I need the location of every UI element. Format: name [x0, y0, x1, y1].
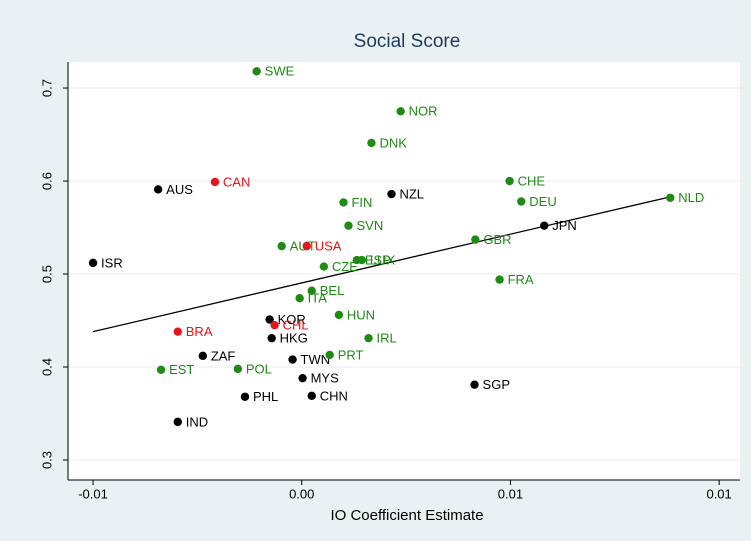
point-label: CZE	[332, 259, 358, 274]
point-label: SGP	[483, 377, 510, 392]
grid	[68, 87, 740, 461]
point-label: SWE	[265, 64, 295, 79]
point-label: FRA	[508, 272, 534, 287]
point-label: KOR	[278, 312, 306, 327]
point-label: ITA	[308, 291, 328, 306]
x-tick-label: 0.01	[706, 486, 731, 501]
point-label: ESP	[365, 253, 391, 268]
point-label: HKG	[280, 331, 308, 346]
x-tick-label: 0.00	[289, 486, 314, 501]
point-label: FIN	[351, 195, 372, 210]
data-point	[517, 197, 526, 206]
point-label: JPN	[552, 218, 577, 233]
point-label: CAN	[223, 174, 250, 189]
data-point	[367, 138, 376, 148]
data-point	[156, 365, 166, 375]
data-point	[295, 294, 304, 303]
point-label: HUN	[347, 307, 375, 322]
data-point	[252, 67, 261, 76]
data-point	[357, 255, 367, 265]
point-label: MYS	[311, 371, 340, 386]
y-tick-label: 0.3	[39, 451, 54, 469]
point-label: NLD	[678, 190, 704, 205]
y-tick-label: 0.5	[39, 265, 54, 283]
data-point	[396, 107, 405, 116]
data-point	[387, 189, 396, 199]
point-label: CHE	[518, 173, 546, 188]
point-label: DNK	[379, 135, 407, 150]
point-label: PHL	[253, 389, 278, 404]
data-point	[540, 221, 549, 230]
plot-area	[68, 62, 740, 480]
data-point	[307, 286, 316, 295]
data-point	[319, 262, 329, 271]
point-label: TWN	[301, 352, 331, 367]
data-point	[210, 177, 220, 187]
point-label: SVN	[356, 218, 383, 233]
y-tick-label: 0.6	[39, 172, 54, 190]
fit-line	[92, 196, 671, 333]
data-point	[495, 275, 504, 284]
point-label: LUX	[370, 253, 396, 268]
data-point	[339, 198, 348, 207]
data-point	[270, 320, 279, 330]
data-point	[88, 258, 98, 268]
point-label: USA	[315, 239, 342, 254]
point-label: DEU	[529, 194, 556, 209]
data-point	[265, 315, 274, 324]
data-point	[471, 235, 480, 244]
data-point	[666, 193, 675, 202]
data-point	[277, 241, 286, 251]
point-label: ISR	[101, 255, 123, 270]
data-point	[505, 176, 514, 186]
point-label: BRA	[186, 324, 213, 339]
data-point	[153, 185, 163, 194]
chart-title: Social Score	[354, 31, 461, 52]
point-label: CHN	[320, 388, 348, 403]
data-point	[470, 380, 479, 389]
data-point	[344, 221, 353, 230]
data-point	[298, 373, 307, 383]
point-label: GBR	[483, 232, 511, 247]
data-point	[288, 355, 297, 364]
point-label: PRT	[338, 347, 364, 362]
x-axis-title: IO Coefficient Estimate	[330, 507, 483, 524]
data-point	[267, 333, 276, 343]
data-point	[240, 392, 250, 401]
data-point	[173, 327, 182, 336]
point-label: BEL	[320, 283, 345, 298]
data-point	[302, 241, 311, 251]
point-label: POL	[246, 361, 272, 376]
x-tick-label: -0.01	[78, 486, 108, 501]
data-point	[307, 391, 316, 401]
point-label: EST	[169, 362, 194, 377]
data-point	[233, 364, 243, 374]
data-point	[325, 350, 334, 360]
point-label: NZL	[399, 186, 424, 201]
point-label: IRL	[377, 331, 397, 346]
y-tick-label: 0.4	[39, 358, 54, 376]
point-label: AUS	[166, 182, 193, 197]
data-point	[173, 417, 182, 427]
point-label: CHL	[283, 318, 309, 333]
data-point	[198, 351, 208, 361]
data-point	[364, 333, 373, 343]
point-label: NOR	[409, 104, 438, 119]
data-point	[334, 310, 344, 320]
point-label: ZAF	[211, 348, 236, 363]
x-tick-label: 0.01	[498, 486, 523, 501]
y-tick-label: 0.7	[39, 79, 54, 97]
point-label: IND	[186, 414, 208, 429]
